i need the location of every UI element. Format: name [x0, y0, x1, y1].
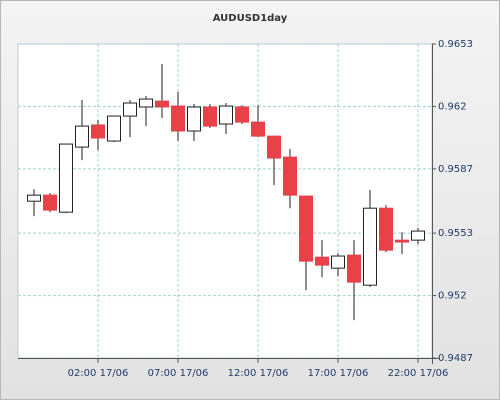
x-tick-label: 17:00 17/06 [308, 368, 369, 379]
candle-body [155, 100, 169, 108]
x-tick-label: 07:00 17/06 [148, 368, 209, 379]
y-tick-label: 0.952 [438, 291, 467, 302]
candle-body [75, 125, 89, 148]
candle-body [139, 98, 153, 108]
x-tick-label: 02:00 17/06 [68, 368, 129, 379]
candle-body [251, 121, 265, 137]
candle-body [395, 239, 409, 243]
y-tick-label: 0.9653 [438, 39, 473, 50]
candle-body [315, 256, 329, 266]
candle-body [171, 105, 185, 132]
candle-body [187, 106, 201, 132]
x-tick-label: 12:00 17/06 [228, 368, 289, 379]
candle-body [283, 156, 297, 196]
candle-body [347, 254, 361, 283]
plot-area [17, 43, 433, 359]
candle-body [203, 106, 217, 127]
candle-body [363, 207, 377, 286]
y-tick-label: 0.962 [438, 101, 467, 112]
y-tick-label: 0.9553 [438, 228, 473, 239]
candle-body [59, 143, 73, 213]
candle-body [107, 115, 121, 142]
candle-body [299, 195, 313, 262]
candle-body [235, 106, 249, 123]
candle-body [27, 194, 41, 202]
candle-body [91, 124, 105, 139]
candle-body [379, 207, 393, 251]
candle-body [123, 102, 137, 117]
y-tick-label: 0.9487 [438, 353, 473, 364]
candle-body [219, 105, 233, 125]
candle-body [411, 230, 425, 241]
candle-body [43, 194, 57, 211]
chart-title: AUDUSD1day [213, 13, 288, 24]
candle-body [267, 135, 281, 159]
candle-body [331, 255, 345, 269]
y-tick-label: 0.9587 [438, 164, 473, 175]
x-tick-label: 22:00 17/06 [388, 368, 449, 379]
